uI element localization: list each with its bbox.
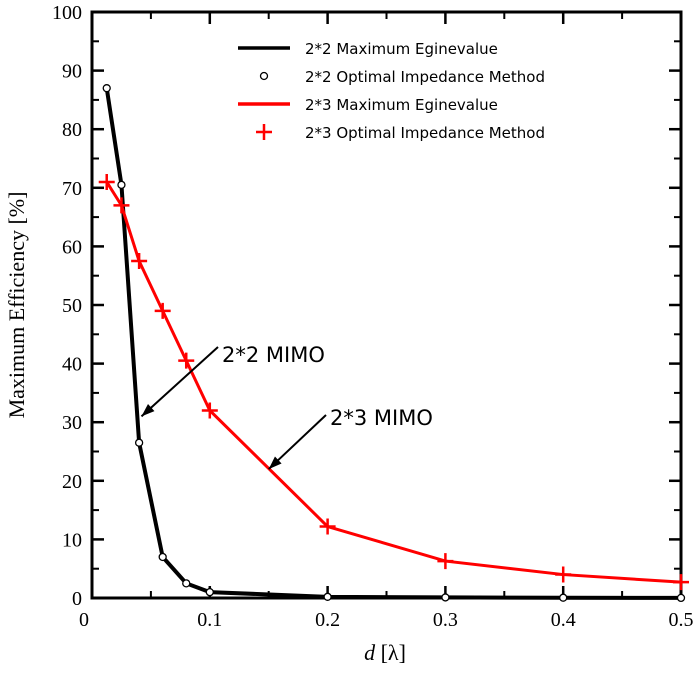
y-tick-label: 60 [62, 236, 82, 258]
x-axis-label: d [λ] [364, 640, 406, 665]
plus-marker [154, 302, 171, 319]
plus-marker [555, 566, 572, 583]
legend: 2*2 Maximum Eginevalue 2*2 Optimal Impeda… [238, 40, 545, 142]
y-tick-label: 0 [72, 588, 82, 610]
x-tick-label: 0.2 [315, 609, 340, 631]
plus-marker [178, 352, 195, 369]
plus-marker [113, 197, 130, 214]
circle-marker [158, 552, 167, 562]
annotation-arrow-head [268, 456, 282, 470]
legend-label: 2*3 Optimal Impedance Method [305, 124, 545, 142]
circle-marker [182, 579, 191, 588]
series-line-0 [104, 87, 682, 600]
circle-marker [117, 180, 126, 190]
y-tick-label: 70 [62, 178, 82, 200]
y-axis-label: Maximum Efficiency [%] [4, 192, 29, 419]
series-layer [98, 84, 689, 603]
y-tick-label: 90 [62, 61, 82, 83]
x-tick-label: 0.5 [669, 609, 694, 631]
y-tick-label: 40 [62, 354, 82, 376]
legend-label: 2*3 Maximum Eginevalue [305, 96, 498, 114]
y-tick-label: 10 [62, 529, 82, 551]
circle-marker [205, 587, 214, 597]
legend-plus-swatch [256, 124, 272, 140]
circle-marker [323, 592, 332, 601]
x-tick-label: 0.4 [551, 609, 576, 631]
y-tick-label: 30 [62, 412, 82, 434]
x-tick-label: 0.1 [197, 609, 222, 631]
plus-marker [437, 553, 454, 570]
circle-marker [102, 84, 111, 93]
annotation-arrow-line [140, 346, 219, 418]
legend-circle-swatch [259, 71, 269, 81]
circle-marker [559, 593, 568, 602]
annotations: 2*2 MIMO 2*3 MIMO [140, 343, 433, 470]
x-tick-label: 0.3 [433, 609, 458, 631]
plus-marker [201, 402, 218, 419]
circle-marker [676, 593, 686, 603]
y-tick-label: 100 [52, 2, 82, 24]
y-tick-label: 20 [62, 471, 82, 493]
x-tick-label: 0 [79, 609, 89, 631]
x-axis-label-unit: [λ] [375, 640, 406, 665]
series-line-2 [105, 181, 682, 584]
plus-marker [319, 518, 336, 535]
annotation-arrow-head [141, 403, 155, 417]
y-tick-label: 80 [62, 119, 82, 141]
plus-marker [131, 253, 148, 270]
y-tick-label: 50 [62, 295, 82, 317]
legend-label: 2*2 Maximum Eginevalue [305, 40, 498, 58]
x-axis-label-italic: d [364, 640, 376, 665]
plus-marker [98, 173, 115, 190]
annotation-label: 2*3 MIMO [330, 406, 433, 430]
circle-marker [134, 438, 144, 447]
plus-marker [673, 574, 689, 591]
annotation-label: 2*2 MIMO [222, 343, 325, 367]
legend-label: 2*2 Optimal Impedance Method [305, 68, 545, 86]
circle-marker [441, 593, 450, 602]
